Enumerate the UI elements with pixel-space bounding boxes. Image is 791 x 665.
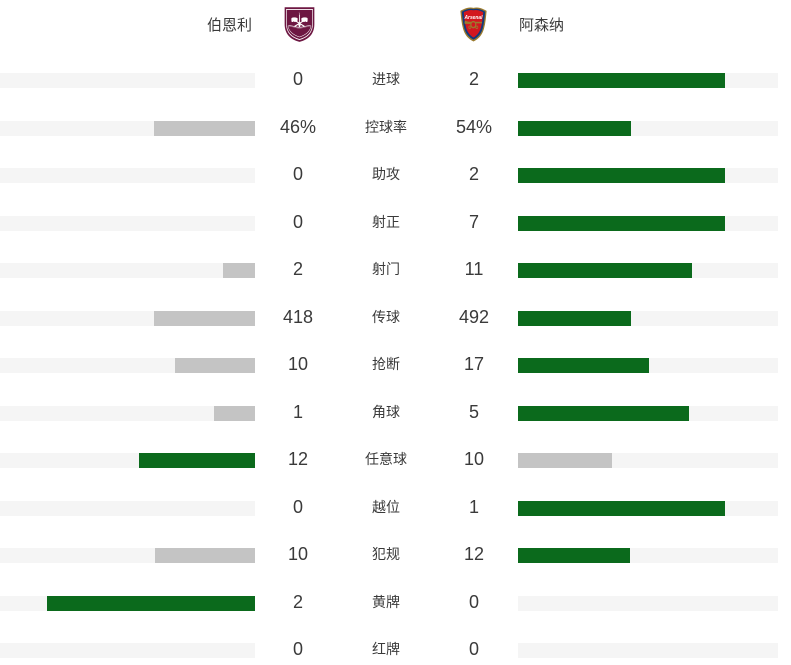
svg-text:Arsenal: Arsenal (464, 15, 483, 22)
